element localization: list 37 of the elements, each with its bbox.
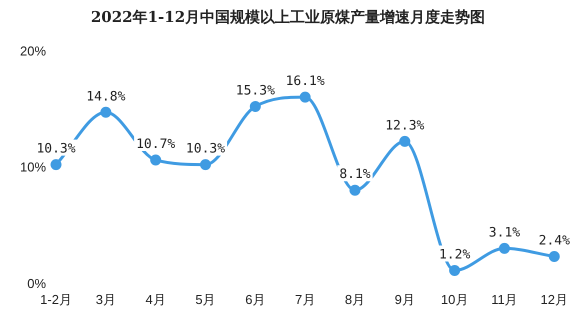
data-label: 10.3% <box>186 142 226 157</box>
x-tick-label: 11月 <box>491 292 518 307</box>
y-tick-label: 20% <box>20 43 46 58</box>
chart-title: 2022年1-12月中国规模以上工业原煤产量增速月度走势图 <box>90 7 486 28</box>
data-label: 1.2% <box>438 247 470 262</box>
data-label: 8.1% <box>339 167 371 182</box>
point <box>349 184 360 196</box>
x-tick-label: 4月 <box>146 292 166 307</box>
point <box>449 264 460 276</box>
x-tick-label: 7月 <box>295 292 316 307</box>
x-tick-label: 5月 <box>195 292 216 307</box>
data-label: 10.7% <box>136 136 176 152</box>
data-label: 16.1% <box>286 74 325 90</box>
point <box>498 242 510 254</box>
x-tick-label: 8月 <box>344 292 366 307</box>
y-tick-label: 0% <box>27 276 46 291</box>
y-tick-label: 10% <box>20 160 46 175</box>
x-tick-label: 10月 <box>440 292 468 307</box>
x-tick-label: 6月 <box>245 292 266 307</box>
x-tick-label: 1-2月 <box>40 292 72 307</box>
data-label: 3.1% <box>488 225 520 240</box>
point <box>548 250 560 262</box>
point <box>100 106 112 118</box>
point <box>300 92 311 103</box>
x-tick-label: 12月 <box>540 292 568 307</box>
point <box>200 159 211 170</box>
data-label: 10.3% <box>36 142 76 157</box>
point <box>250 100 261 112</box>
data-label: 15.3% <box>236 83 276 98</box>
x-tick-label: 9月 <box>394 292 415 307</box>
data-label: 2.4% <box>538 233 570 248</box>
point <box>50 159 62 170</box>
data-label: 14.8% <box>86 89 126 104</box>
x-tick-label: 3月 <box>96 292 116 307</box>
point <box>399 136 410 147</box>
point <box>150 154 162 166</box>
data-label: 12.3% <box>385 118 425 134</box>
